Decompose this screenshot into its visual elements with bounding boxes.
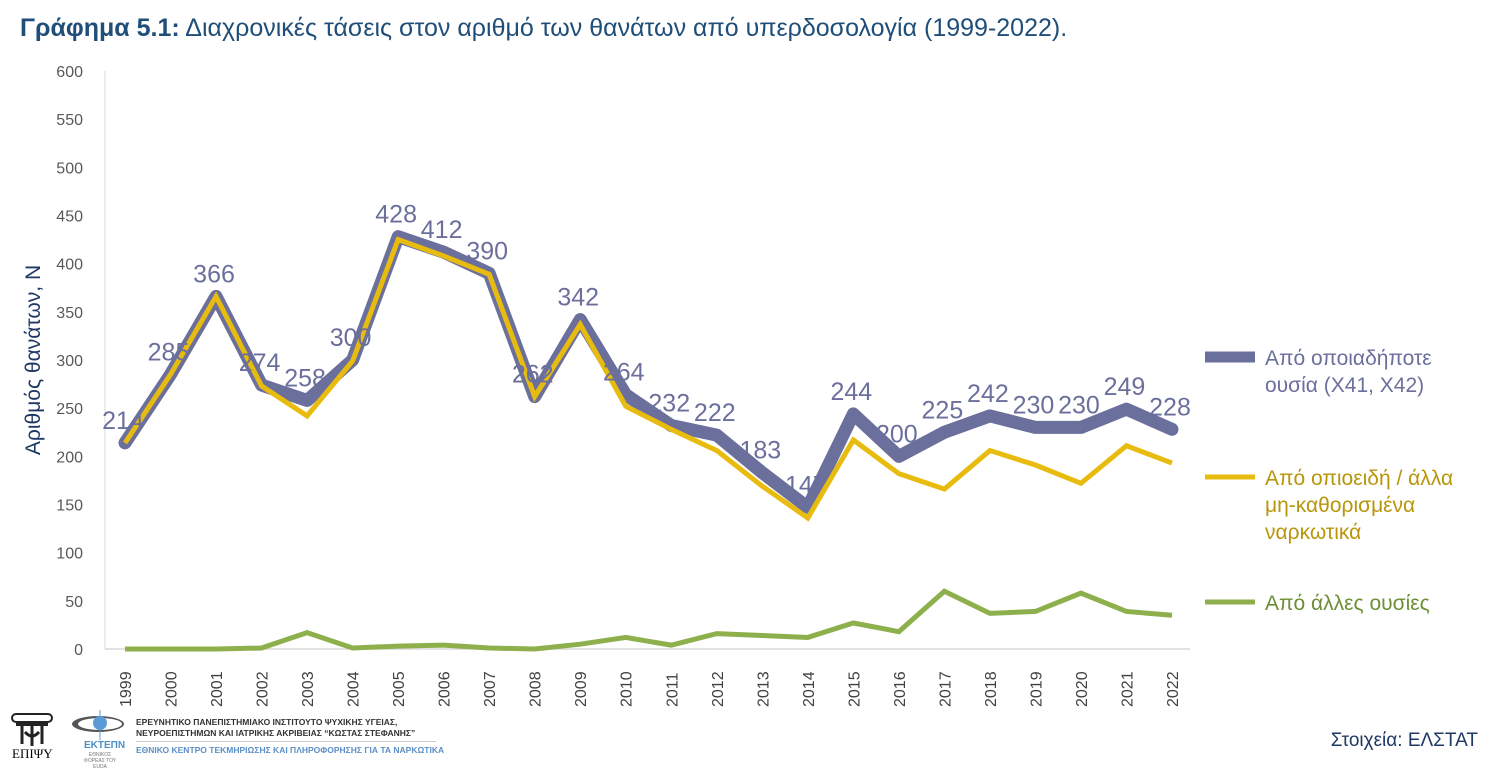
y-tick-label: 550	[56, 112, 83, 129]
data-label: 232	[648, 390, 690, 418]
x-tick-label: 2021	[1119, 671, 1136, 707]
data-label: 412	[421, 216, 463, 244]
data-label: 214	[102, 407, 144, 435]
data-label: 225	[922, 396, 964, 424]
series-line-opioids	[122, 236, 1173, 522]
divider	[136, 741, 436, 742]
data-label: 262	[512, 361, 554, 389]
x-tick-label: 2004	[346, 671, 363, 707]
title-text: Διαχρονικές τάσεις στον αριθμό των θανάτ…	[185, 14, 1068, 42]
y-tick-label: 350	[56, 305, 83, 322]
x-tick-label: 2008	[528, 671, 545, 707]
legend-item: Από οποιαδήποτε ουσία (X41, X42)	[1265, 345, 1432, 399]
x-tick-label: 2005	[391, 671, 408, 707]
data-label: 200	[876, 420, 918, 448]
data-label: 390	[466, 237, 508, 265]
data-label: 258	[284, 364, 326, 392]
legend-label: Από άλλες ουσίες	[1265, 592, 1430, 615]
x-tick-label: 2009	[573, 671, 590, 707]
y-tick-label: 400	[56, 257, 83, 274]
legend-label: μη-καθορισμένα	[1265, 494, 1416, 517]
x-tick-label: 2007	[482, 671, 499, 707]
data-label: 183	[739, 437, 781, 465]
ektepn-logo-subtext: ΕΘΝΙΚΟΣ ΦΟΡΕΑΣ ΤΟΥ EUDA	[83, 752, 117, 770]
chart-title: Γράφημα 5.1: Διαχρονικές τάσεις στον αρι…	[20, 14, 1067, 43]
institute-line1: ΕΡΕΥΝΗΤΙΚΟ ΠΑΝΕΠΙΣΤΗΜΙΑΚΟ ΙΝΣΤΙΤΟΥΤΟ ΨΥΧ…	[136, 717, 398, 727]
data-label: 244	[830, 378, 872, 406]
legend-label: Από οποιαδήποτε	[1265, 347, 1432, 370]
y-tick-label: 250	[56, 401, 83, 418]
x-tick-label: 2016	[892, 671, 909, 707]
center-name: ΕΘΝΙΚΟ ΚΕΝΤΡΟ ΤΕΚΜΗΡΙΩΣΗΣ ΚΑΙ ΠΛΗΡΟΦΟΡΗΣ…	[136, 745, 445, 755]
source-note: Στοιχεία: ΕΛΣΤΑΤ	[1330, 730, 1478, 751]
y-tick-label: 300	[56, 353, 83, 370]
x-tick-label: 2018	[983, 671, 1000, 707]
legend-label: ναρκωτικά	[1265, 521, 1362, 544]
y-tick-label: 50	[65, 594, 83, 611]
x-tick-label: 1999	[118, 671, 135, 707]
y-tick-label: 500	[56, 160, 83, 177]
x-tick-label: 2000	[164, 671, 181, 707]
x-tick-label: 2010	[619, 671, 636, 707]
x-tick-label: 2011	[664, 672, 681, 707]
x-tick-label: 2019	[1028, 671, 1045, 707]
data-label: 230	[1058, 391, 1100, 419]
ektepn-logo-text: ΕΚΤΕΠΝ	[84, 740, 126, 751]
y-tick-label: 0	[74, 642, 83, 659]
x-tick-label: 2006	[437, 671, 454, 707]
data-label: 428	[375, 201, 417, 229]
data-label: 274	[239, 349, 281, 377]
x-tick-label: 2015	[846, 671, 863, 707]
data-label: 264	[603, 359, 645, 387]
data-label: 147	[785, 471, 827, 499]
data-label: 366	[193, 260, 235, 288]
y-axis-title: Αριθμός θανάτων, N	[22, 265, 45, 455]
y-tick-label: 200	[56, 449, 83, 466]
x-tick-label: 2020	[1074, 671, 1091, 707]
x-tick-label: 2014	[801, 671, 818, 707]
x-tick-label: 2013	[755, 671, 772, 707]
x-tick-label: 2003	[300, 671, 317, 707]
data-label: 285	[148, 338, 190, 366]
data-label: 228	[1149, 393, 1191, 421]
legend-label: Από οπιοειδή / άλλα	[1265, 467, 1454, 490]
legend-item: Από άλλες ουσίες	[1265, 590, 1430, 617]
y-tick-label: 600	[56, 64, 83, 81]
data-label: 242	[967, 380, 1009, 408]
legend-label: ουσία (X41, X42)	[1265, 374, 1425, 397]
series-line-any-substance	[118, 230, 1179, 514]
y-tick-label: 150	[56, 498, 83, 515]
y-tick-label: 100	[56, 546, 83, 563]
data-label: 342	[557, 284, 599, 312]
series-line-other	[125, 588, 1173, 652]
x-tick-label: 2001	[209, 671, 226, 707]
institute-name: ΕΡΕΥΝΗΤΙΚΟ ΠΑΝΕΠΙΣΤΗΜΙΑΚΟ ΙΝΣΤΙΤΟΥΤΟ ΨΥΧ…	[136, 717, 415, 739]
legend-item: Από οπιοειδή / άλλα μη-καθορισμένα ναρκωτι…	[1265, 465, 1453, 546]
x-tick-label: 2022	[1165, 671, 1182, 707]
data-label: 230	[1013, 391, 1055, 419]
epipsy-logo	[11, 713, 53, 746]
y-tick-label: 450	[56, 209, 83, 226]
x-tick-label: 2012	[710, 671, 727, 707]
data-label: 300	[330, 324, 372, 352]
title-prefix: Γράφημα 5.1:	[20, 14, 180, 42]
data-label: 249	[1104, 373, 1146, 401]
x-tick-label: 2017	[937, 671, 954, 707]
logos	[11, 710, 124, 746]
epipsy-logo-text: ΕΠΙΨΥ	[12, 746, 53, 761]
data-label: 222	[694, 399, 736, 427]
x-tick-label: 2002	[255, 671, 272, 707]
ektepn-logo	[72, 710, 124, 740]
institute-line2: ΝΕΥΡΟΕΠΙΣΤΗΜΩΝ ΚΑΙ ΙΑΤΡΙΚΗΣ ΑΚΡΙΒΕΙΑΣ “Κ…	[136, 728, 416, 738]
